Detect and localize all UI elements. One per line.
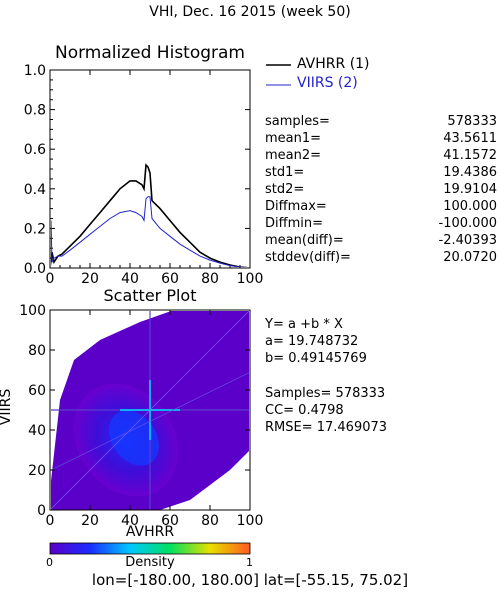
stat-value: 41.1572 xyxy=(443,148,497,163)
stat-diffmin: Diffmin= -100.000 xyxy=(265,216,500,232)
scatter-y-tick-label: 80 xyxy=(28,343,46,359)
hist-x-tick-label: 40 xyxy=(121,271,139,287)
stat-mean1: mean1= 43.5611 xyxy=(265,131,500,147)
stat-stddev-diff: stddev(diff)= 20.0720 xyxy=(265,250,500,266)
scatter-y-tick-label: 40 xyxy=(28,423,46,439)
stat-label: std1= xyxy=(265,165,305,180)
stat-value: 19.9104 xyxy=(443,182,497,197)
stat-mean-diff: mean(diff)= -2.40393 xyxy=(265,233,500,249)
stat-value: 43.5611 xyxy=(443,131,497,146)
scatter-y-tick-label: 100 xyxy=(19,303,46,319)
stat-value: -2.40393 xyxy=(438,233,497,248)
stat-label: mean(diff)= xyxy=(265,233,344,248)
stat-label: stddev(diff)= xyxy=(265,250,351,265)
stat-label: mean1= xyxy=(265,131,322,146)
identity-line xyxy=(51,311,249,510)
hist-x-tick-label: 80 xyxy=(201,271,219,287)
series-line-viirs xyxy=(51,196,246,267)
stat-value: 20.0720 xyxy=(443,250,497,265)
hist-y-tick-label: 0.2 xyxy=(24,221,46,237)
page-title: VHI, Dec. 16 2015 (week 50) xyxy=(149,4,351,20)
stat-label: std2= xyxy=(265,182,305,197)
hist-y-tick-label: 0.4 xyxy=(24,182,46,198)
scatter-x-tick-label: 100 xyxy=(237,513,264,529)
stat-value: 19.4386 xyxy=(443,165,497,180)
density-peak xyxy=(109,410,159,466)
density-field xyxy=(51,311,249,510)
fit-cc: CC= 0.4798 xyxy=(265,403,344,418)
series-line-avhrr xyxy=(51,163,249,267)
scatter-x-tick-label: 20 xyxy=(81,513,99,529)
stat-value: 578333 xyxy=(447,114,497,129)
colorbar-max-label: 1 xyxy=(246,556,253,569)
stat-value: -100.000 xyxy=(438,216,497,231)
stat-label: mean2= xyxy=(265,148,322,163)
scatter-frame xyxy=(49,309,251,511)
hist-x-tick-label: 20 xyxy=(81,271,99,287)
fit-b: b= 0.49145769 xyxy=(265,351,367,366)
stat-label: Diffmin= xyxy=(265,216,323,231)
fit-a: a= 19.748732 xyxy=(265,334,359,349)
scatter-x-tick-label: 0 xyxy=(46,513,55,529)
histogram-frame xyxy=(49,69,251,269)
scatter-y-tick-label: 0 xyxy=(37,503,46,519)
regression-line xyxy=(51,372,249,471)
legend-avhrr-label: AVHRR (1) xyxy=(297,56,370,72)
fit-equation: Y= a +b * X xyxy=(265,317,343,332)
fit-samples: Samples= 578333 xyxy=(265,386,386,401)
histogram-title: Normalized Histogram xyxy=(55,43,245,63)
colorbar xyxy=(49,542,251,555)
scatter-title: Scatter Plot xyxy=(103,286,197,305)
hist-y-tick-label: 0.8 xyxy=(24,103,46,119)
hist-x-tick-label: 100 xyxy=(237,271,264,287)
scatter-x-tick-label: 60 xyxy=(161,513,179,529)
footer-region: lon=[-180.00, 180.00] lat=[-55.15, 75.02… xyxy=(91,571,409,589)
hist-x-tick-label: 60 xyxy=(161,271,179,287)
stat-std2: std2= 19.9104 xyxy=(265,182,500,198)
stat-std1: std1= 19.4386 xyxy=(265,165,500,181)
stat-mean2: mean2= 41.1572 xyxy=(265,148,500,164)
scatter-y-tick-label: 20 xyxy=(28,463,46,479)
hist-y-tick-label: 1.0 xyxy=(24,63,46,79)
hist-x-tick-label: 0 xyxy=(46,271,55,287)
stat-label: Diffmax= xyxy=(265,199,327,214)
hist-series-group xyxy=(51,163,249,267)
colorbar-min-label: 0 xyxy=(46,556,53,569)
colorbar-label: Density xyxy=(125,555,175,570)
hist-y-tick-label: 0.0 xyxy=(24,261,46,277)
hist-y-tick-label: 0.6 xyxy=(24,142,46,158)
scatter-xlabel: AVHRR xyxy=(125,524,175,540)
scatter-x-tick-label: 80 xyxy=(201,513,219,529)
stat-value: 100.000 xyxy=(443,199,497,214)
legend-viirs-label: VIIRS (2) xyxy=(297,75,358,91)
stat-label: samples= xyxy=(265,114,330,129)
scatter-x-tick-label: 40 xyxy=(121,513,139,529)
fit-rmse: RMSE= 17.469073 xyxy=(265,420,388,435)
stat-samples: samples= 578333 xyxy=(265,114,500,130)
scatter-y-tick-label: 60 xyxy=(28,383,46,399)
stat-diffmax: Diffmax= 100.000 xyxy=(265,199,500,215)
